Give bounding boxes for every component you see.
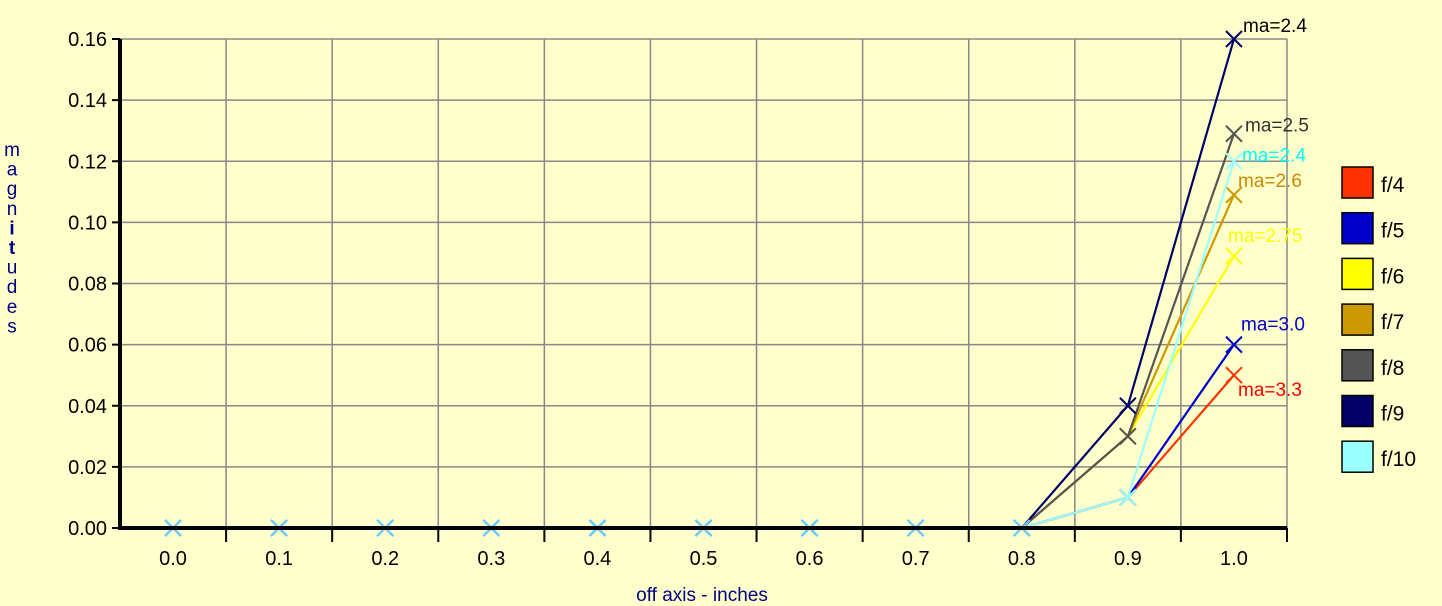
marker-stroke	[1225, 30, 1243, 48]
series-annotation: ma=2.75	[1228, 226, 1302, 247]
data-point-marker	[1225, 186, 1243, 204]
data-point-marker	[1225, 335, 1243, 354]
data-point-marker	[1119, 397, 1137, 415]
axes	[112, 38, 1288, 542]
y-tick-label: 0.16	[68, 29, 107, 51]
marker-stroke	[1225, 186, 1243, 204]
legend-swatch	[1341, 303, 1374, 336]
legend-swatch	[1341, 440, 1374, 473]
x-tick-label: 1.0	[1220, 548, 1248, 570]
data-point-marker	[1119, 427, 1137, 446]
legend-label: f/9	[1381, 403, 1404, 426]
series-annotation: ma=2.6	[1238, 171, 1302, 192]
data-point-marker	[1119, 488, 1137, 507]
y-tick-label: 0.02	[68, 457, 107, 479]
legend-swatch	[1341, 211, 1374, 245]
data-point-marker	[1225, 30, 1243, 48]
marker-stroke	[1225, 247, 1243, 265]
legend-label: f/4	[1381, 174, 1405, 197]
y-axis-title-letter: s	[7, 316, 17, 337]
y-tick-label: 0.08	[68, 274, 107, 296]
y-tick-label: 0.10	[68, 212, 107, 234]
x-tick-label: 0.8	[1008, 548, 1036, 570]
marker-stroke	[1225, 366, 1243, 384]
y-axis-title-letter: i	[9, 218, 14, 239]
legend-label: f/7	[1381, 311, 1404, 334]
y-axis-title-letter: u	[7, 258, 18, 279]
x-tick-label: 0.1	[265, 548, 293, 570]
y-axis-title-letter: e	[7, 297, 18, 318]
annotations: ma=3.3 ma=3.0 ma=2.75 ma=2.6 ma=2.5 ma=2.4 ma=…	[1228, 16, 1309, 401]
legend-swatch	[1341, 349, 1374, 382]
y-tick-label: 0.04	[68, 396, 107, 418]
data-point-marker	[1225, 125, 1243, 143]
y-axis-title-letter: t	[9, 238, 16, 259]
series-annotation: ma=2.4	[1242, 145, 1306, 166]
y-tick-label: 0.12	[68, 151, 107, 173]
y-axis-title-letter: d	[7, 277, 18, 298]
x-tick-label: 0.0	[159, 548, 187, 570]
x-tick-label: 0.9	[1114, 548, 1142, 570]
y-axis-title-letter: n	[7, 199, 18, 220]
legend-swatch	[1341, 394, 1374, 428]
data-point-marker	[1225, 366, 1243, 384]
marker-stroke	[1225, 152, 1243, 170]
x-tick-label: 0.6	[796, 548, 824, 570]
x-tick-label: 0.2	[371, 548, 399, 570]
legend: f/4 f/5 f/6 f/7 f/8 f/9 f/10	[1341, 166, 1416, 473]
marker-stroke	[1119, 427, 1137, 446]
x-tick-label: 0.7	[902, 548, 930, 570]
x-tick-label: 0.5	[690, 548, 718, 570]
legend-label: f/5	[1381, 220, 1404, 243]
x-axis-title: off axis - inches	[636, 585, 768, 606]
series-annotation: ma=2.4	[1243, 16, 1307, 37]
marker-stroke	[1119, 397, 1137, 415]
y-tick-label: 0.00	[68, 518, 107, 540]
y-axis-title-letter: g	[7, 179, 18, 200]
x-tick-label: 0.4	[584, 548, 612, 570]
legend-label: f/6	[1381, 265, 1404, 288]
gridlines	[120, 38, 1288, 528]
legend-swatch	[1341, 166, 1374, 199]
y-tick-label: 0.06	[68, 335, 107, 357]
y-axis-title-letter: m	[4, 140, 20, 161]
legend-label: f/8	[1381, 357, 1404, 380]
y-axis-title-letter: a	[7, 160, 18, 181]
y-tick-label: 0.14	[68, 90, 107, 112]
data-point-marker	[1225, 152, 1243, 170]
series-annotation: ma=3.0	[1241, 315, 1305, 336]
x-tick-label: 0.3	[477, 548, 505, 570]
legend-label: f/10	[1381, 448, 1416, 471]
tick-labels: 0.00 0.02 0.04 0.06 0.08 0.10 0.12 0.14 0.16 0.0 0…	[68, 29, 1248, 570]
legend-swatch	[1341, 257, 1374, 291]
marker-stroke	[1225, 335, 1243, 354]
marker-stroke	[1119, 488, 1137, 507]
series-annotation: ma=2.5	[1245, 116, 1309, 137]
data-point-marker	[1225, 247, 1243, 265]
series-annotation: ma=3.3	[1238, 380, 1302, 401]
marker-stroke	[1225, 125, 1243, 143]
